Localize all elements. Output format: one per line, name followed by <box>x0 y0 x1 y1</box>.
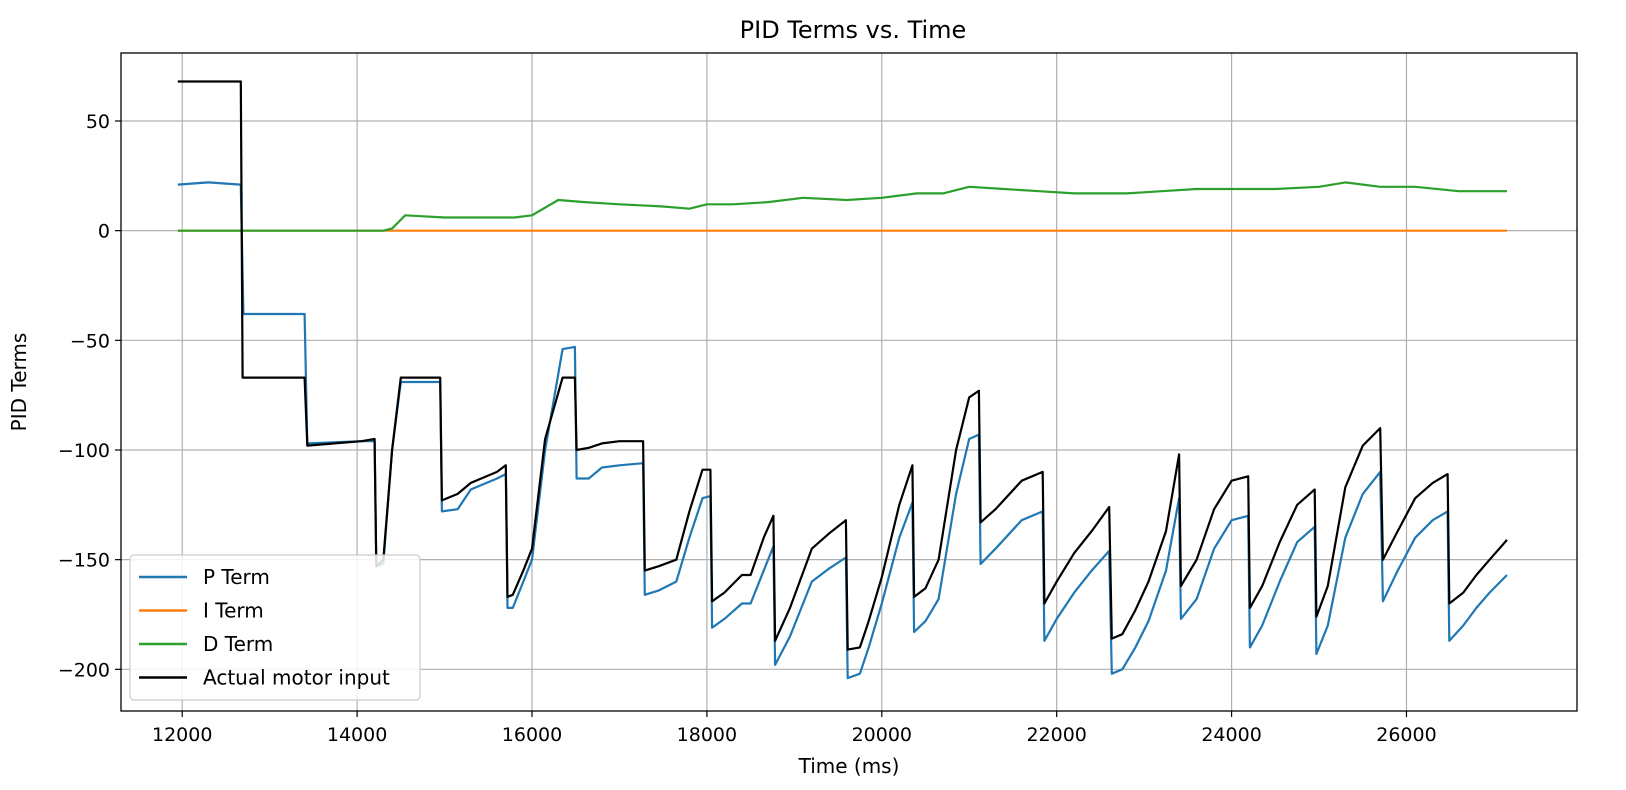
legend-label-actual-motor-input: Actual motor input <box>203 666 390 690</box>
series-line-p-term <box>177 181 1508 680</box>
x-tick-label: 22000 <box>1026 724 1086 746</box>
legend-label-d-term: D Term <box>203 632 273 656</box>
legend-box <box>129 554 421 701</box>
chart-title: PID Terms vs. Time <box>740 16 967 44</box>
y-tick-label: −150 <box>58 550 110 572</box>
x-tick-label: 18000 <box>677 724 737 746</box>
legend-label-p-term: P Term <box>203 565 270 589</box>
x-tick-label: 16000 <box>502 724 562 746</box>
y-tick-label: −100 <box>58 440 110 462</box>
x-axis-label: Time (ms) <box>798 754 900 778</box>
y-tick-label: 50 <box>86 111 110 133</box>
x-tick-label: 24000 <box>1201 724 1261 746</box>
series-line-actual-motor-input <box>177 80 1508 651</box>
legend: P Term I Term D Term Actual motor input <box>129 554 421 701</box>
series-line-d-term <box>177 181 1507 232</box>
x-tick-label: 20000 <box>852 724 912 746</box>
x-tick-label: 26000 <box>1376 724 1436 746</box>
y-tick-label: 0 <box>98 221 110 243</box>
x-tick-label: 12000 <box>152 724 212 746</box>
ticks: 12000 14000 16000 18000 20000 22000 24000 26000… <box>58 111 1437 746</box>
series-layer <box>177 80 1508 680</box>
y-tick-label: −200 <box>58 659 110 681</box>
legend-label-i-term: I Term <box>203 599 264 623</box>
y-axis-label: PID Terms <box>7 333 31 432</box>
plot-area-frame <box>120 52 1578 712</box>
y-tick-label: −50 <box>70 330 110 352</box>
x-tick-label: 14000 <box>327 724 387 746</box>
